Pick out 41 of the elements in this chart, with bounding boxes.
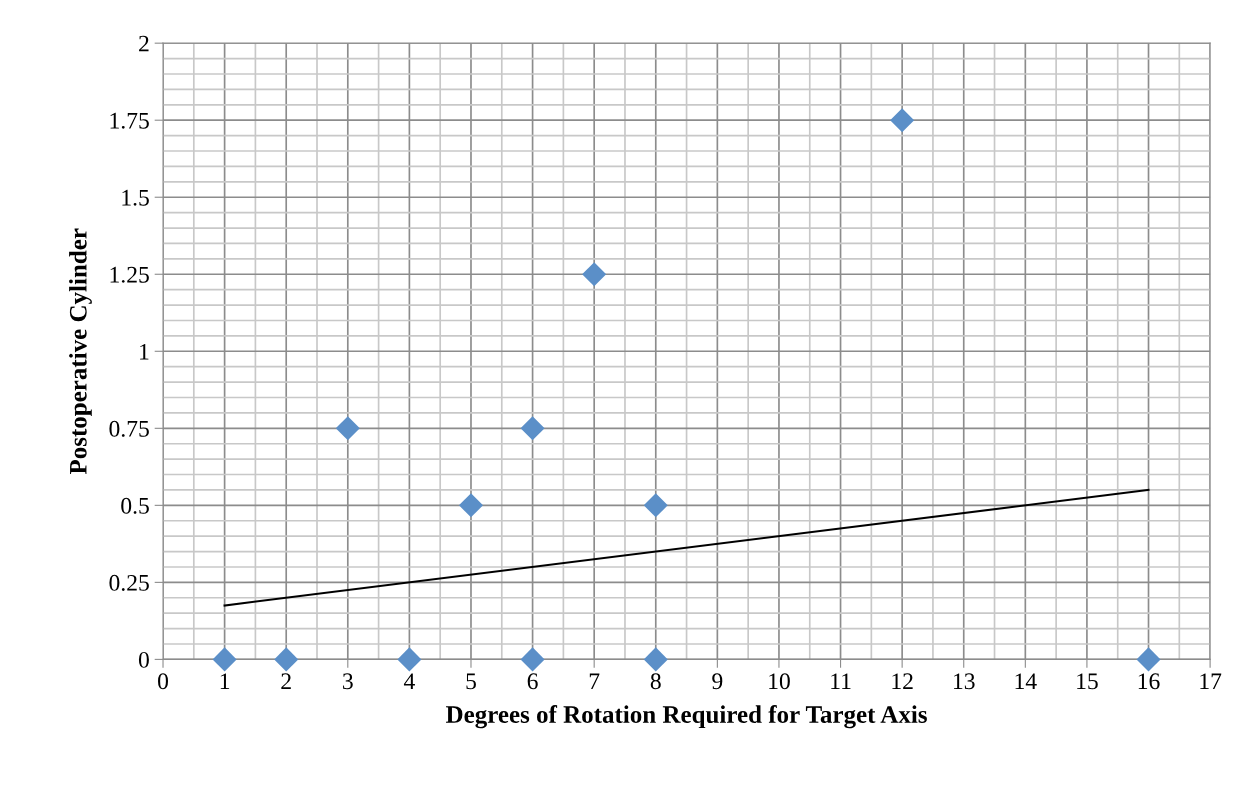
point [1136, 647, 1161, 672]
x-tick-label: 1 [220, 673, 230, 689]
x-tick-label: 10 [769, 673, 790, 690]
x-tick-label: 15 [1077, 673, 1098, 690]
point [582, 262, 607, 287]
x-axis-title: Degrees of Rotation Required for Target Axis [446, 705, 927, 729]
x-tick-label: 14 [1015, 673, 1037, 689]
y-tick-label: 0.25 [109, 574, 149, 591]
y-axis-title: Postoperative Cylinder [69, 228, 92, 475]
y-tick-label: 0 [138, 651, 149, 668]
point [274, 647, 299, 672]
y-tick-label: 1.5 [122, 189, 149, 206]
point [397, 647, 422, 672]
x-tick-label: 16 [1138, 673, 1160, 690]
x-tick-label: 6 [527, 673, 538, 690]
y-tick-label: 1.75 [110, 112, 149, 129]
x-tick-label: 3 [343, 673, 353, 690]
point [212, 647, 237, 672]
x-tick-label: 17 [1200, 673, 1222, 689]
x-tick-label: 4 [403, 673, 415, 689]
point [458, 493, 484, 518]
x-tick-label: 5 [466, 673, 476, 690]
y-tick-label: 0.5 [121, 497, 149, 514]
point [643, 493, 668, 518]
x-tick-label: 7 [589, 673, 600, 689]
point [643, 647, 668, 672]
y-tick-label: 1.25 [110, 266, 149, 283]
point [335, 416, 360, 441]
y-tick-label: 2 [139, 35, 149, 52]
x-tick-label: 9 [712, 673, 723, 690]
point [520, 647, 545, 672]
x-tick-label: 12 [892, 673, 913, 689]
x-tick-label: 13 [954, 673, 975, 690]
point [890, 108, 915, 133]
point [520, 416, 545, 441]
x-tick-label: 0 [158, 673, 169, 690]
x-tick-label: 11 [831, 673, 851, 689]
x-tick-label: 8 [650, 673, 661, 690]
y-tick-label: 1 [140, 343, 149, 360]
x-tick-label: 2 [281, 673, 291, 689]
y-tick-label: 0.75 [109, 420, 149, 437]
